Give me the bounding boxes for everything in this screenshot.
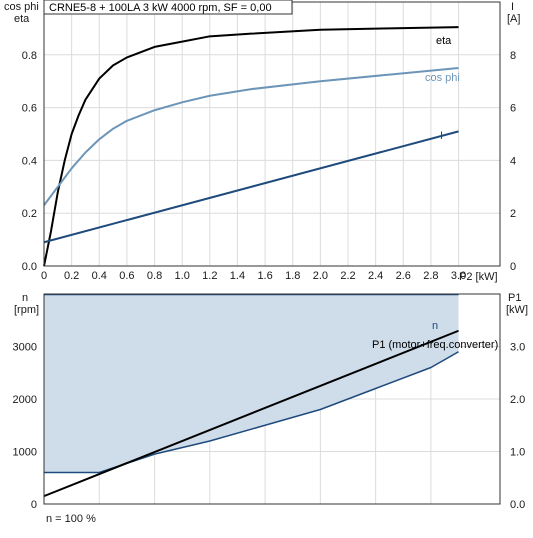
top-x-axis-label: P2 [kW]	[459, 271, 498, 283]
top-chart-title: CRNE5-8 + 100LA 3 kW 4000 rpm, SF = 0,00	[49, 2, 272, 14]
top-series-line-eta	[43, 26, 459, 267]
top-x-tick-label: 2.2	[340, 270, 355, 282]
top-right-tick-label: 4	[510, 155, 516, 167]
top-left-tick-label: 0.2	[22, 208, 37, 220]
top-x-tick-label: 1.0	[175, 270, 190, 282]
top-right-tick-label: 0	[510, 261, 516, 273]
top-x-tick-label: 2.0	[313, 270, 328, 282]
top-x-tick-label: 1.2	[202, 270, 217, 282]
bottom-right-tick-label: 3.0	[510, 342, 525, 354]
top-x-tick-label: 0.4	[92, 270, 107, 282]
bottom-plot-frame	[43, 293, 501, 505]
top-x-tick-label: 2.4	[368, 270, 383, 282]
series-label-cos-phi: cos phi	[425, 72, 460, 84]
top-chart-grid	[43, 2, 500, 266]
series-label-current: I	[440, 130, 443, 142]
top-chart-title-box	[43, 0, 293, 15]
bottom-chart-series-layer	[43, 293, 459, 498]
top-x-tick-label: 2.6	[396, 270, 411, 282]
top-x-tick-label: 3.0	[451, 270, 466, 282]
bottom-right-tick-label: 2.0	[510, 394, 525, 406]
top-left-tick-label: 0.4	[22, 155, 37, 167]
tick-labels: 0 0.2 0.4 0.6 0.8 1.0 1.2 1.4 1.6 1.8 2.0 2.2 2.4 2.6…	[13, 50, 526, 511]
top-series-line-I	[43, 130, 459, 244]
top-right-tick-label: 8	[510, 50, 516, 62]
top-x-tick-label: 1.8	[285, 270, 300, 282]
top-left-axis-label-1: cos phi	[4, 1, 39, 13]
bottom-chart-area-layer	[44, 294, 459, 473]
bottom-right-tick-label: 0.0	[510, 499, 525, 511]
top-right-axis-label-2: [A]	[507, 13, 520, 25]
top-left-tick-label: 0.8	[22, 50, 37, 62]
bottom-left-tick-label: 3000	[13, 342, 37, 354]
top-x-tick-label: 0	[41, 270, 47, 282]
top-right-tick-label: 6	[510, 103, 516, 115]
top-x-tick-label: 0.6	[119, 270, 134, 282]
bottom-right-axis-label-1: P1	[508, 292, 521, 304]
series-label-p1: P1 (motor+freq.converter)	[372, 339, 498, 351]
top-plot-frame	[43, 1, 501, 267]
speed-footnote: n = 100 %	[46, 513, 96, 525]
top-chart-series-layer	[43, 26, 459, 267]
top-left-tick-label: 0.6	[22, 103, 37, 115]
top-x-tick-label: 0.2	[64, 270, 79, 282]
top-x-tick-label: 0.8	[147, 270, 162, 282]
top-left-tick-label: 0.0	[22, 261, 37, 273]
top-right-axis-label-1: I	[511, 1, 514, 13]
top-series-line-cos-phi	[43, 67, 459, 206]
bottom-left-tick-label: 2000	[13, 394, 37, 406]
top-x-tick-label: 1.4	[230, 270, 245, 282]
top-x-tick-label: 2.8	[423, 270, 438, 282]
top-x-tick-label: 1.6	[257, 270, 272, 282]
bottom-left-axis-label-2: [rpm]	[14, 304, 39, 316]
bottom-series-line-P1	[43, 329, 459, 498]
top-right-tick-label: 2	[510, 208, 516, 220]
series-label-eta: eta	[436, 35, 452, 47]
bottom-right-axis-label-2: [kW]	[506, 304, 528, 316]
bottom-left-tick-label: 0	[31, 499, 37, 511]
bottom-left-axis-label-1: n	[22, 292, 28, 304]
operating-range-area	[44, 294, 459, 473]
bottom-left-tick-label: 1000	[13, 447, 37, 459]
series-label-speed: n	[432, 320, 438, 332]
bottom-right-tick-label: 1.0	[510, 447, 525, 459]
top-left-axis-label-2: eta	[14, 13, 30, 25]
